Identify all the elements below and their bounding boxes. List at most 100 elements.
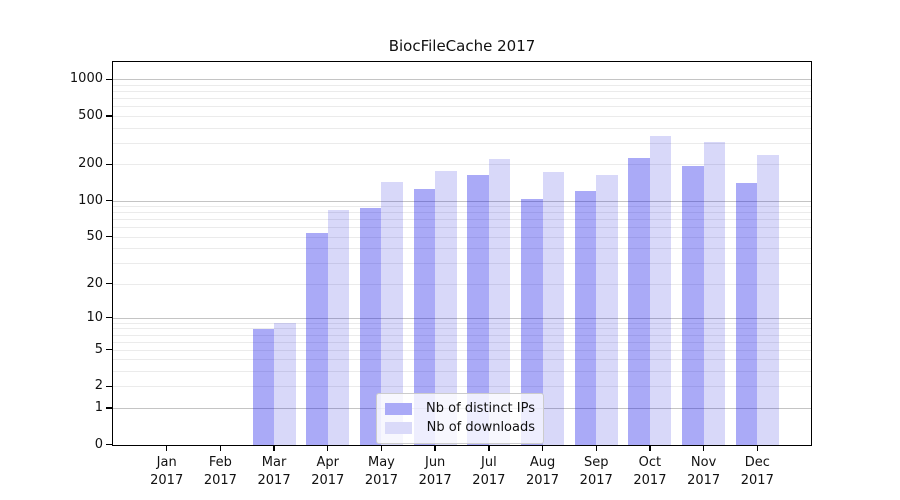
bar-distinct-ips	[252, 328, 275, 445]
x-tick-label: Dec 2017	[740, 455, 774, 488]
x-tick-mark	[595, 445, 597, 451]
gridline-minor	[113, 164, 811, 166]
bar-downloads	[435, 171, 457, 445]
gridline-minor	[113, 328, 811, 330]
y-tick-mark	[106, 443, 113, 446]
bar-downloads	[327, 210, 350, 445]
y-tick-label: 5	[94, 341, 103, 357]
gridline-minor	[113, 349, 811, 351]
gridline-major	[113, 317, 811, 319]
x-tick-mark	[702, 445, 705, 451]
x-tick-mark	[488, 445, 490, 451]
y-tick-mark	[106, 115, 113, 117]
gridline-minor	[113, 106, 811, 108]
y-tick-mark	[106, 407, 113, 409]
y-tick-mark	[106, 317, 113, 319]
x-tick-mark	[219, 445, 222, 451]
bar-downloads	[488, 158, 511, 445]
x-tick-mark	[327, 445, 329, 451]
gridline-major	[113, 79, 811, 81]
gridline-minor	[113, 386, 811, 388]
bar-distinct-ips	[413, 188, 436, 445]
x-tick-label: Jan 2017	[150, 455, 184, 488]
y-tick-label: 20	[86, 275, 103, 291]
x-tick-mark	[165, 445, 168, 451]
y-tick-mark	[106, 78, 113, 81]
y-tick-label: 100	[78, 192, 103, 208]
y-tick-mark	[106, 282, 113, 285]
x-tick-label: Oct 2017	[633, 455, 667, 488]
legend-row-distinct-ips: Nb of distinct IPs	[385, 399, 535, 418]
y-tick-mark	[106, 385, 113, 388]
gridline-minor	[113, 98, 811, 100]
bar-downloads	[703, 141, 726, 445]
gridline-minor	[113, 84, 811, 86]
bar-distinct-ips	[628, 158, 650, 445]
y-tick-mark	[106, 199, 113, 202]
legend-label-distinct-ips: Nb of distinct IPs	[426, 401, 535, 416]
bar-downloads	[596, 174, 618, 445]
legend-label-downloads: Nb of downloads	[426, 420, 535, 435]
x-tick-label: Mar 2017	[257, 455, 291, 488]
plot-area: Nb of distinct IPs Nb of downloads	[112, 61, 812, 446]
bar-downloads	[274, 323, 296, 445]
x-tick-label: Aug 2017	[525, 455, 560, 488]
y-tick-label: 1000	[69, 71, 103, 87]
gridline-minor	[113, 206, 811, 208]
bar-distinct-ips	[735, 182, 758, 445]
y-tick-label: 200	[78, 156, 103, 172]
x-tick-label: Nov 2017	[687, 455, 721, 488]
y-tick-label: 2	[94, 378, 103, 394]
gridline-minor	[113, 127, 811, 129]
gridline-minor	[113, 115, 811, 117]
gridline-minor	[113, 142, 811, 144]
x-tick-label: Apr 2017	[311, 455, 345, 488]
y-tick-label: 10	[86, 309, 103, 325]
x-tick-label: Jul 2017	[472, 455, 506, 488]
legend-row-downloads: Nb of downloads	[385, 418, 535, 437]
gridline-minor	[113, 219, 811, 221]
bar-distinct-ips	[306, 233, 328, 445]
y-tick-label: 500	[78, 107, 103, 123]
gridline-minor	[113, 371, 811, 373]
bar-distinct-ips	[467, 174, 489, 445]
bar-distinct-ips	[682, 165, 704, 445]
y-tick-mark	[106, 235, 113, 238]
gridline-major	[113, 200, 811, 202]
x-tick-mark	[541, 445, 544, 451]
y-tick-label: 1	[94, 399, 103, 415]
gridline-minor	[113, 236, 811, 238]
gridline-minor	[113, 359, 811, 361]
y-tick-mark	[106, 163, 113, 165]
bar-downloads	[649, 136, 672, 445]
bar-downloads	[542, 172, 564, 445]
gridline-minor	[113, 227, 811, 229]
bar-downloads	[381, 182, 403, 445]
x-tick-label: Feb 2017	[203, 455, 237, 488]
bar-distinct-ips	[359, 207, 382, 445]
bar-distinct-ips	[574, 190, 597, 445]
gridline-minor	[113, 341, 811, 343]
x-tick-mark	[434, 445, 436, 451]
legend-swatch-distinct-ips-icon	[385, 402, 412, 415]
x-tick-mark	[649, 445, 651, 451]
y-tick-label: 50	[86, 228, 103, 244]
x-tick-mark	[273, 445, 275, 451]
chart-title: BiocFileCache 2017	[388, 37, 536, 55]
x-tick-label: Sep 2017	[579, 455, 613, 488]
x-tick-label: Jun 2017	[418, 455, 452, 488]
gridline-minor	[113, 263, 811, 264]
bar-downloads	[757, 155, 779, 445]
x-tick-mark	[756, 445, 758, 451]
x-tick-mark	[380, 445, 383, 451]
gridline-minor	[113, 322, 811, 324]
gridline-minor	[113, 248, 811, 250]
gridline-minor	[113, 212, 811, 214]
gridline-minor	[113, 91, 811, 93]
legend-swatch-downloads-icon	[385, 421, 412, 434]
legend: Nb of distinct IPs Nb of downloads	[376, 393, 544, 444]
x-tick-label: May 2017	[364, 455, 398, 488]
y-tick-label: 0	[94, 436, 103, 452]
gridline-minor	[113, 334, 811, 336]
